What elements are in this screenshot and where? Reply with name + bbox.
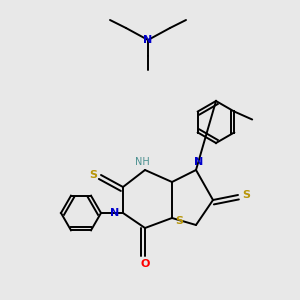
Text: S: S	[175, 216, 183, 226]
Text: N: N	[143, 35, 153, 45]
Text: NH: NH	[135, 157, 149, 167]
Text: O: O	[140, 259, 150, 269]
Text: S: S	[89, 170, 97, 180]
Text: N: N	[194, 157, 204, 167]
Text: S: S	[242, 190, 250, 200]
Text: N: N	[110, 208, 120, 218]
